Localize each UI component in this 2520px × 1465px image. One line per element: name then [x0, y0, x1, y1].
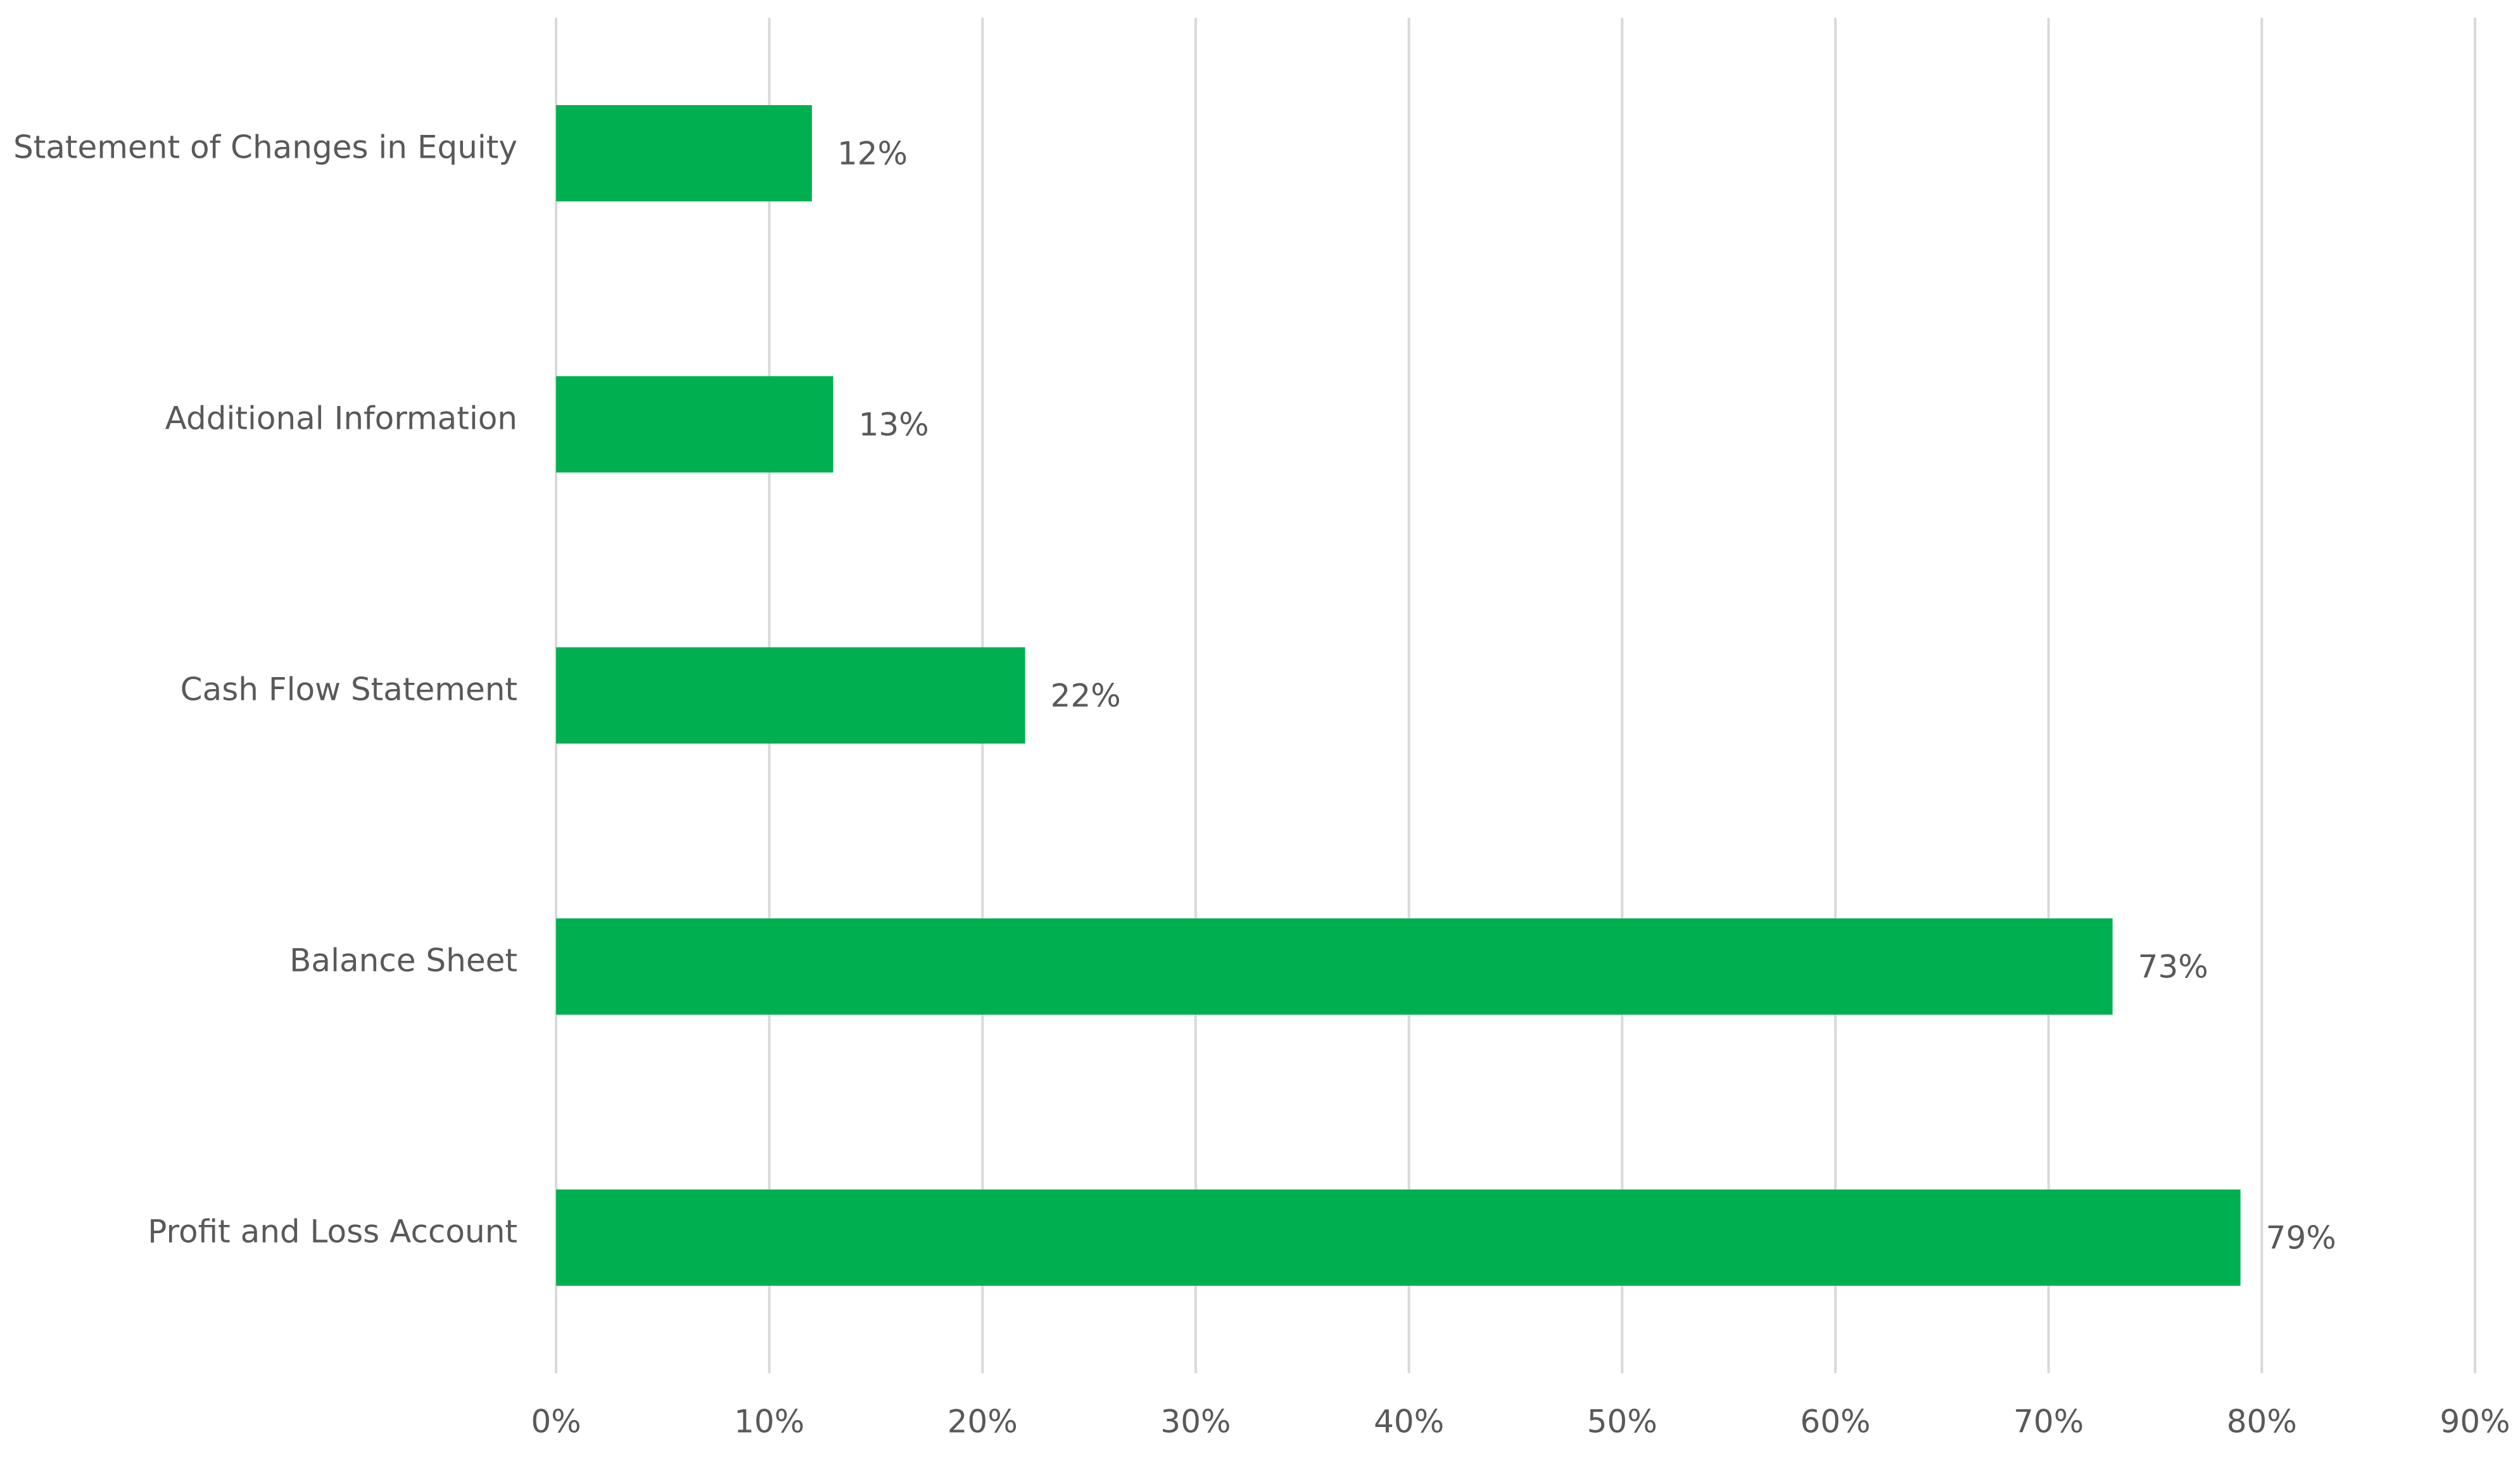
y-tick-label: Statement of Changes in Equity — [13, 129, 517, 166]
x-tick-label: 10% — [734, 1404, 804, 1440]
x-tick-label: 70% — [2013, 1404, 2084, 1440]
x-tick-label: 80% — [2227, 1404, 2297, 1440]
x-tick-label: 20% — [947, 1404, 1018, 1440]
bar — [556, 1189, 2241, 1286]
x-tick-label: 30% — [1160, 1404, 1231, 1440]
x-tick-label: 50% — [1587, 1404, 1657, 1440]
bar — [556, 647, 1025, 744]
bar — [556, 918, 2113, 1015]
x-tick-label: 40% — [1374, 1404, 1444, 1440]
y-tick-label: Profit and Loss Account — [148, 1214, 517, 1250]
y-tick-label: Additional Information — [165, 400, 517, 437]
x-tick-label: 0% — [531, 1404, 581, 1440]
data-label: 73% — [2138, 949, 2208, 986]
x-tick-label: 60% — [1800, 1404, 1870, 1440]
y-tick-label: Balance Sheet — [289, 942, 517, 979]
data-label: 13% — [859, 407, 929, 443]
data-label: 22% — [1051, 678, 1121, 714]
bar — [556, 376, 833, 472]
x-tick-label: 90% — [2440, 1404, 2510, 1440]
bar — [556, 105, 812, 201]
y-tick-label: Cash Flow Statement — [180, 671, 517, 708]
data-label: 79% — [2266, 1220, 2336, 1257]
data-label: 12% — [837, 136, 908, 172]
